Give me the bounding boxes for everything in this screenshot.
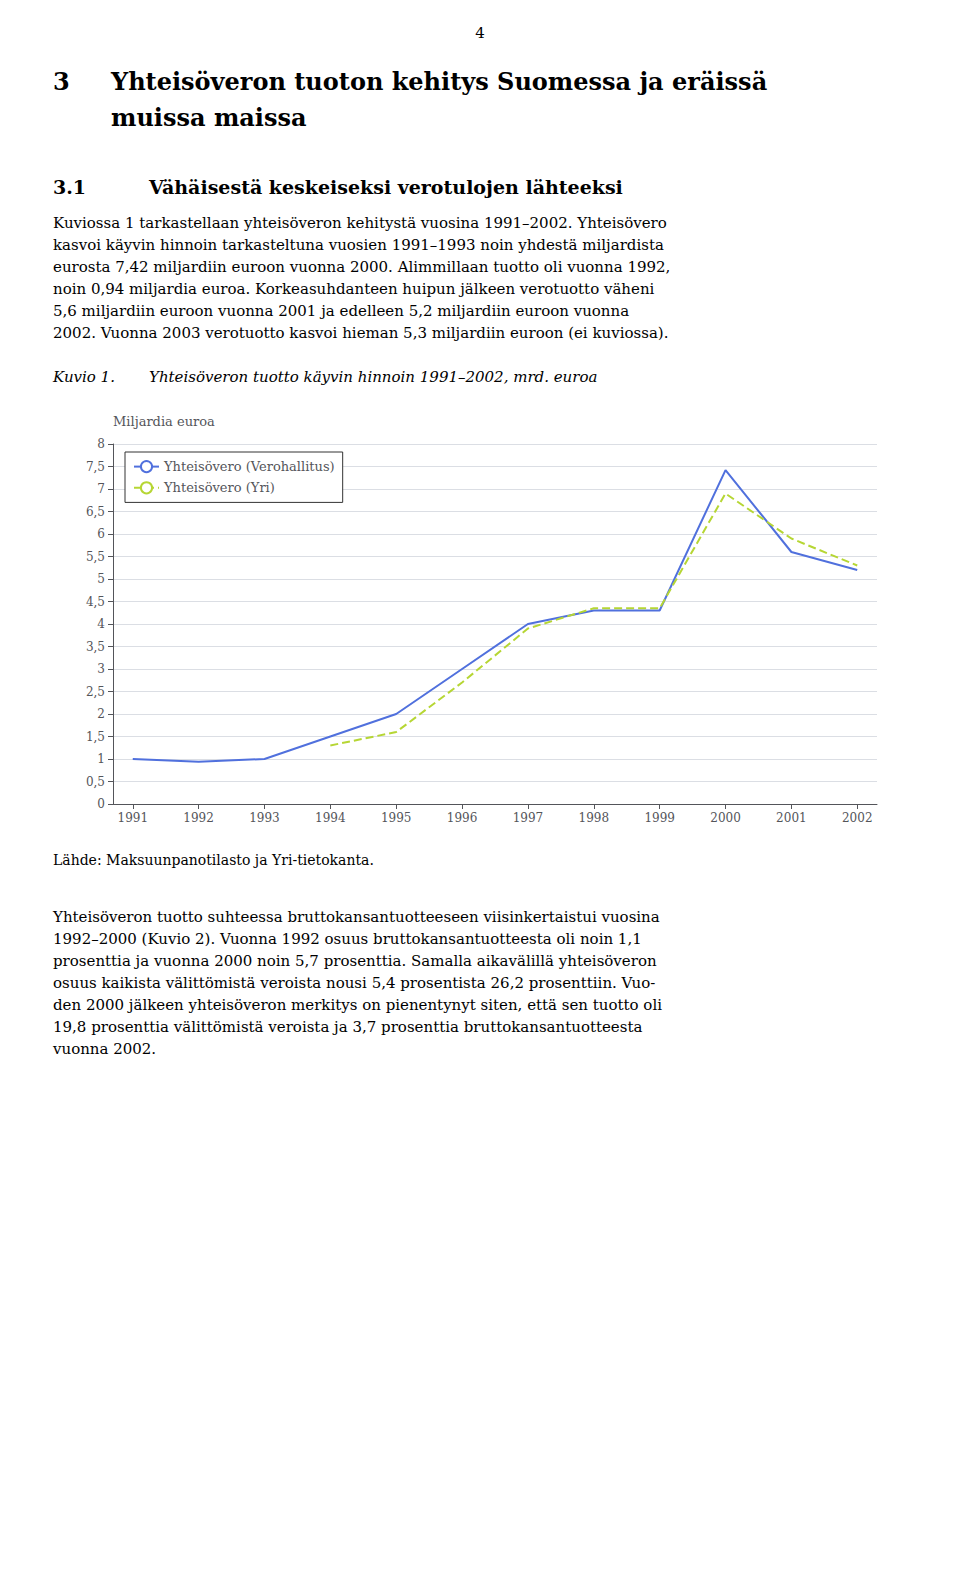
svg-text:1994: 1994 [315,811,346,825]
svg-text:1,5: 1,5 [86,730,105,744]
html-text:muissa maissa: muissa maissa [111,103,307,132]
svg-text:3,5: 3,5 [86,640,105,654]
html-text:Yhteisöveron tuoton kehitys Su: Yhteisöveron tuoton kehitys Suomessa ja … [111,67,768,96]
html-text:5,6 miljardiin euroon vuonna 2: 5,6 miljardiin euroon vuonna 2001 ja ede… [53,302,630,320]
svg-text:7: 7 [97,482,105,496]
svg-text:2: 2 [97,707,105,721]
html-text:Lähde: Maksuunpanotilasto ja Y: Lähde: Maksuunpanotilasto ja Yri-tietoka… [53,852,374,868]
svg-text:Yhteisövero (Yri): Yhteisövero (Yri) [163,480,275,495]
svg-text:1993: 1993 [249,811,280,825]
svg-text:Miljardia euroa: Miljardia euroa [113,414,215,429]
html-text:osuus kaikista välittömistä ve: osuus kaikista välittömistä veroista nou… [53,974,656,992]
html-text:vuonna 2002.: vuonna 2002. [53,1040,157,1058]
html-text:1992–2000 (Kuvio 2). Vuonna 19: 1992–2000 (Kuvio 2). Vuonna 1992 osuus b… [53,930,642,948]
html-text:prosenttia ja vuonna 2000 noin: prosenttia ja vuonna 2000 noin 5,7 prose… [53,952,657,970]
svg-text:3: 3 [97,662,105,676]
svg-text:5,5: 5,5 [86,550,105,564]
html-text:4: 4 [475,24,485,42]
svg-text:1992: 1992 [183,811,214,825]
svg-text:0,5: 0,5 [86,775,105,789]
html-text:19,8 prosenttia välittömistä v: 19,8 prosenttia välittömistä veroista ja… [53,1018,643,1036]
html-text:3: 3 [53,67,70,96]
html-text:3.1: 3.1 [53,176,87,198]
html-text:Kuvio 1.: Kuvio 1. [53,368,115,386]
html-text:kasvoi käyvin hinnoin tarkaste: kasvoi käyvin hinnoin tarkasteltuna vuos… [53,236,664,254]
svg-text:6: 6 [97,527,105,541]
svg-text:2001: 2001 [776,811,807,825]
html-text:Kuviossa 1 tarkastellaan yhtei: Kuviossa 1 tarkastellaan yhteisöveron ke… [53,214,667,232]
svg-text:2,5: 2,5 [86,685,105,699]
svg-text:1997: 1997 [513,811,544,825]
html-text:Vähäisestä keskeiseksi verotul: Vähäisestä keskeiseksi verotulojen lähte… [149,176,623,198]
svg-text:1999: 1999 [644,811,675,825]
html-text:eurosta 7,42 miljardiin euroon: eurosta 7,42 miljardiin euroon vuonna 20… [53,258,671,276]
svg-text:1: 1 [97,752,105,766]
svg-text:1991: 1991 [117,811,148,825]
svg-text:1998: 1998 [579,811,610,825]
svg-text:6,5: 6,5 [86,505,105,519]
svg-text:8: 8 [97,437,105,451]
html-text:Yhteisöveron tuotto käyvin hin: Yhteisöveron tuotto käyvin hinnoin 1991–… [149,368,598,386]
svg-text:1995: 1995 [381,811,412,825]
svg-text:2002: 2002 [842,811,873,825]
html-text:Yhteisöveron tuotto suhteessa: Yhteisöveron tuotto suhteessa bruttokans… [53,908,660,926]
svg-text:7,5: 7,5 [86,460,105,474]
svg-text:Yhteisövero (Verohallitus): Yhteisövero (Verohallitus) [163,459,335,474]
html-text:2002. Vuonna 2003 verotuotto k: 2002. Vuonna 2003 verotuotto kasvoi hiem… [53,324,669,342]
html-text:den 2000 jälkeen yhteisöveron: den 2000 jälkeen yhteisöveron merkitys o… [53,996,662,1014]
svg-text:4: 4 [97,617,105,631]
html-text:noin 0,94 miljardia euroa. Kor: noin 0,94 miljardia euroa. Korkeasuhdant… [53,280,655,298]
svg-text:4,5: 4,5 [86,595,105,609]
svg-text:0: 0 [97,797,105,811]
svg-text:1996: 1996 [447,811,478,825]
svg-text:5: 5 [97,572,105,586]
svg-text:2000: 2000 [710,811,741,825]
